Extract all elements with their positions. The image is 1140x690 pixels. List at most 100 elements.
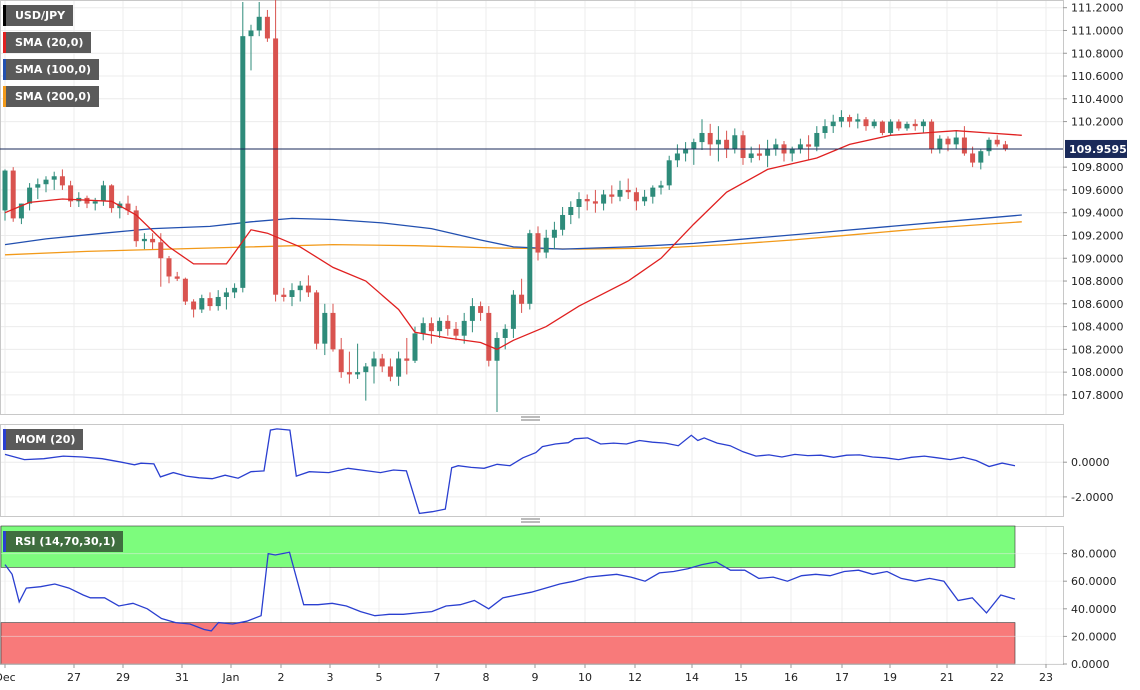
rsi-axis-tick-label: 20.0000 [1071, 630, 1117, 643]
x-axis-tick-label: 29 [116, 671, 130, 684]
price-axis-tick-label: 108.4000 [1071, 321, 1124, 334]
candle [281, 287, 287, 302]
x-axis-tick-label: Jan [222, 671, 240, 684]
candle [978, 148, 984, 170]
x-axis-tick-label: 31 [175, 671, 189, 684]
price-axis-tick-label: 110.8000 [1071, 47, 1124, 60]
candle [215, 290, 221, 311]
panel-frame-2 [0, 424, 1064, 517]
candle [18, 203, 24, 225]
candle [543, 229, 549, 259]
candle [871, 119, 877, 129]
x-axis-tick-label: 2 [278, 671, 285, 684]
rsi-axis-tick-label: 0.0000 [1071, 658, 1110, 671]
candle [551, 221, 557, 250]
rsi-axis-tick-label: 80.0000 [1071, 548, 1117, 561]
candle [150, 233, 156, 250]
candle [379, 353, 385, 373]
x-axis-tick-label: 23 [1039, 671, 1053, 684]
price-axis-tick-label: 110.4000 [1071, 93, 1124, 106]
candle [814, 126, 820, 152]
candle [68, 180, 74, 207]
x-axis-tick-label: 12 [628, 671, 642, 684]
candle [896, 119, 902, 131]
candle [314, 290, 320, 350]
candle [109, 184, 115, 213]
candle [322, 303, 328, 356]
candle [535, 226, 541, 261]
candle [830, 114, 836, 133]
candle [338, 337, 344, 378]
x-axis-tick-label: 27 [67, 671, 81, 684]
price-axis-tick-label: 109.2000 [1071, 229, 1124, 242]
candle [929, 119, 935, 154]
sma20-line [4, 130, 1022, 351]
candle [59, 169, 65, 190]
candle [297, 281, 303, 302]
candle [560, 207, 566, 236]
candle [158, 233, 164, 287]
panel-resize-handle-1[interactable] [521, 416, 540, 421]
candle [994, 135, 1000, 147]
candle [707, 123, 713, 156]
candle [141, 233, 147, 250]
candle [232, 283, 238, 299]
candle [10, 167, 16, 222]
x-axis-tick-label: 19 [883, 671, 897, 684]
candle [461, 312, 467, 344]
price-axis-tick-label: 108.8000 [1071, 275, 1124, 288]
price-axis-tick-label: 107.8000 [1071, 389, 1124, 402]
candle [51, 171, 57, 190]
candle [765, 139, 771, 168]
candle [912, 119, 918, 131]
candle [387, 358, 393, 382]
rsi-axis-tick-label: 60.0000 [1071, 575, 1117, 588]
candle [182, 277, 188, 305]
legend-sma20[interactable]: SMA (20,0) [3, 32, 92, 53]
price-axis-tick-label: 108.2000 [1071, 343, 1124, 356]
candle [773, 138, 779, 156]
candle [125, 195, 131, 215]
candle [133, 205, 139, 247]
legend-mom[interactable]: MOM (20) [3, 429, 84, 450]
mom-axis-tick-label: 0.0000 [1071, 456, 1110, 469]
candle [305, 275, 311, 297]
panel-resize-handle-2[interactable] [521, 518, 540, 523]
candle [625, 178, 631, 200]
candle [199, 294, 205, 313]
legend-rsi[interactable]: RSI (14,70,30,1) [3, 531, 124, 552]
mom-axis-tick-label: -2.0000 [1071, 491, 1113, 504]
price-axis-tick-label: 111.0000 [1071, 24, 1124, 37]
candle [445, 315, 451, 336]
x-axis-tick-label: 7 [434, 671, 441, 684]
price-axis-tick-label: 109.0000 [1071, 252, 1124, 265]
candle [601, 189, 607, 211]
candle [355, 343, 361, 379]
candle [879, 120, 885, 136]
x-axis-tick-label: 17 [835, 671, 849, 684]
rsi-line [4, 551, 1016, 632]
candle [223, 287, 229, 310]
candle [937, 135, 943, 154]
candle [953, 130, 959, 149]
candle [478, 301, 484, 321]
candle [27, 183, 33, 211]
candle [289, 283, 295, 307]
candle [174, 271, 180, 282]
candle [904, 121, 910, 131]
legend-sma200[interactable]: SMA (200,0) [3, 86, 100, 107]
candle [806, 135, 812, 161]
candle [986, 137, 992, 156]
candle [100, 180, 106, 206]
price-axis-tick-label: 109.6000 [1071, 184, 1124, 197]
legend-usdjpy[interactable]: USD/JPY [3, 5, 74, 26]
x-axis-tick-label: 10 [578, 671, 592, 684]
candle [248, 24, 254, 71]
svg-text:109.9595: 109.9595 [1069, 143, 1127, 156]
x-axis-tick-label: 9 [532, 671, 539, 684]
price-axis-tick-label: 110.2000 [1071, 116, 1124, 129]
candle [658, 180, 664, 195]
candle [838, 110, 844, 128]
legend-sma100[interactable]: SMA (100,0) [3, 59, 100, 80]
